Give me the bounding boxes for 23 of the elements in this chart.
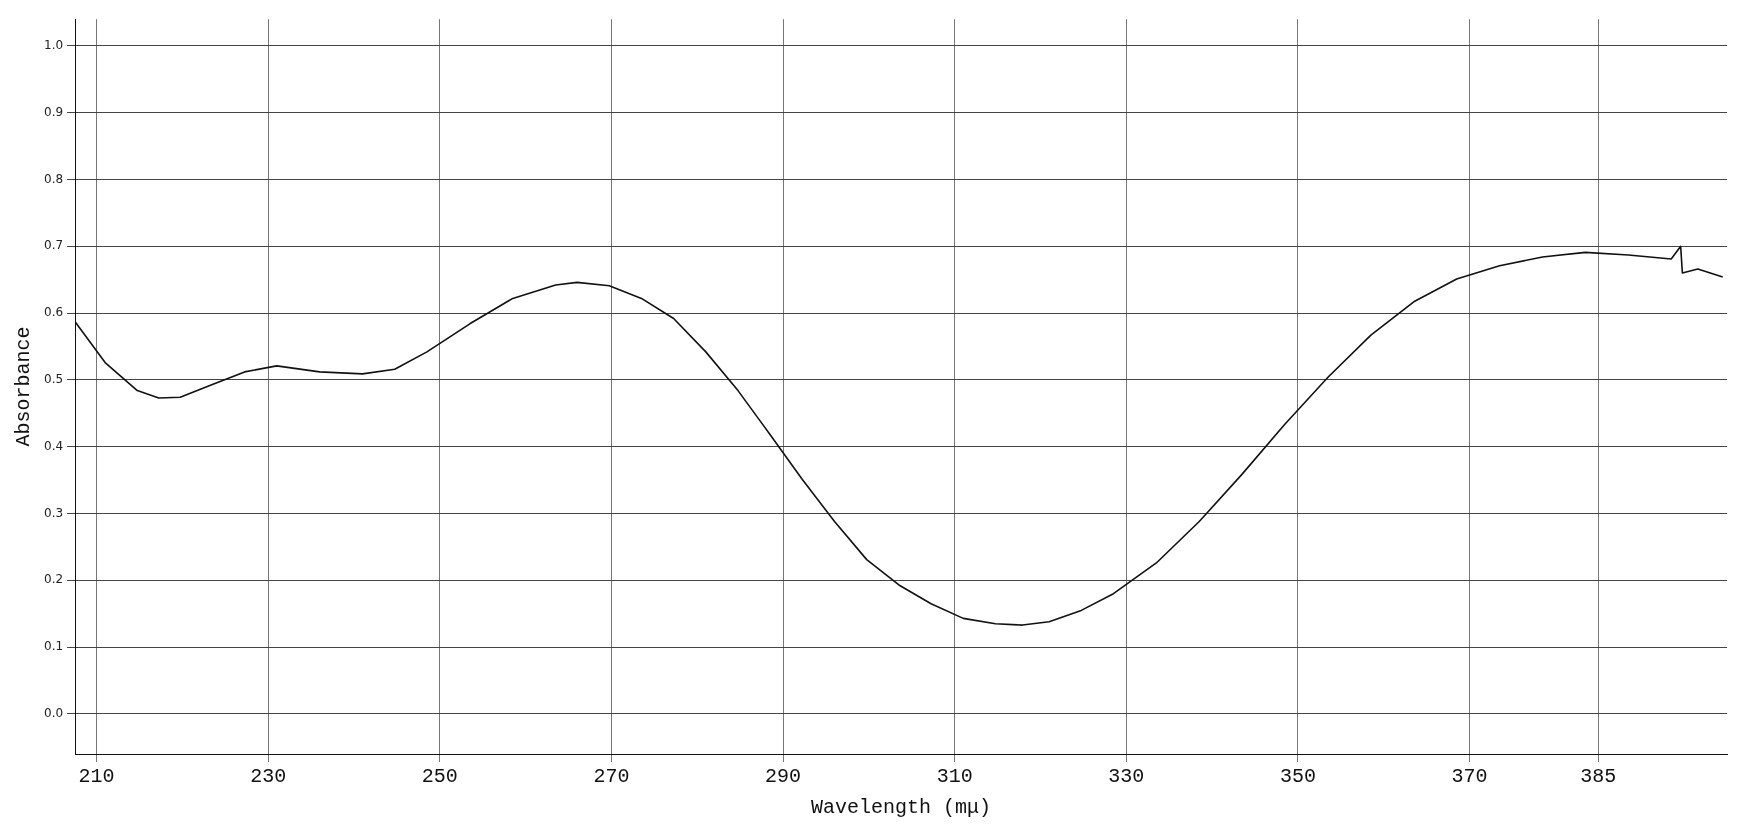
y-tick-label: 0.3 [43,505,64,520]
x-tick-label: 270 [593,765,630,789]
x-tick-label: 310 [936,765,973,789]
x-tick-label: 330 [1108,765,1145,789]
x-axis-title: Wavelength (mμ) [811,796,992,820]
y-tick-label: 0.1 [43,639,64,654]
x-tick-label: 385 [1580,765,1617,789]
y-tick-label: 0.8 [43,171,64,186]
y-axis-title: Absorbance [12,326,36,447]
x-tick-label: 230 [250,765,287,789]
y-tick-label: 0.6 [43,305,64,320]
x-tick-label: 210 [78,765,115,789]
y-tick-label: 0.4 [43,438,64,453]
y-tick-label: 0.7 [43,238,64,253]
x-tick-label: 370 [1451,765,1488,789]
y-tick-label: 0.0 [43,706,64,721]
x-tick-label: 290 [765,765,802,789]
y-tick-label: 1.0 [43,38,64,53]
x-tick-label: 350 [1279,765,1316,789]
x-tick-label: 250 [421,765,458,789]
y-tick-label: 0.2 [43,572,64,587]
y-tick-label: 0.9 [43,104,64,119]
y-tick-label: 0.5 [43,372,64,387]
